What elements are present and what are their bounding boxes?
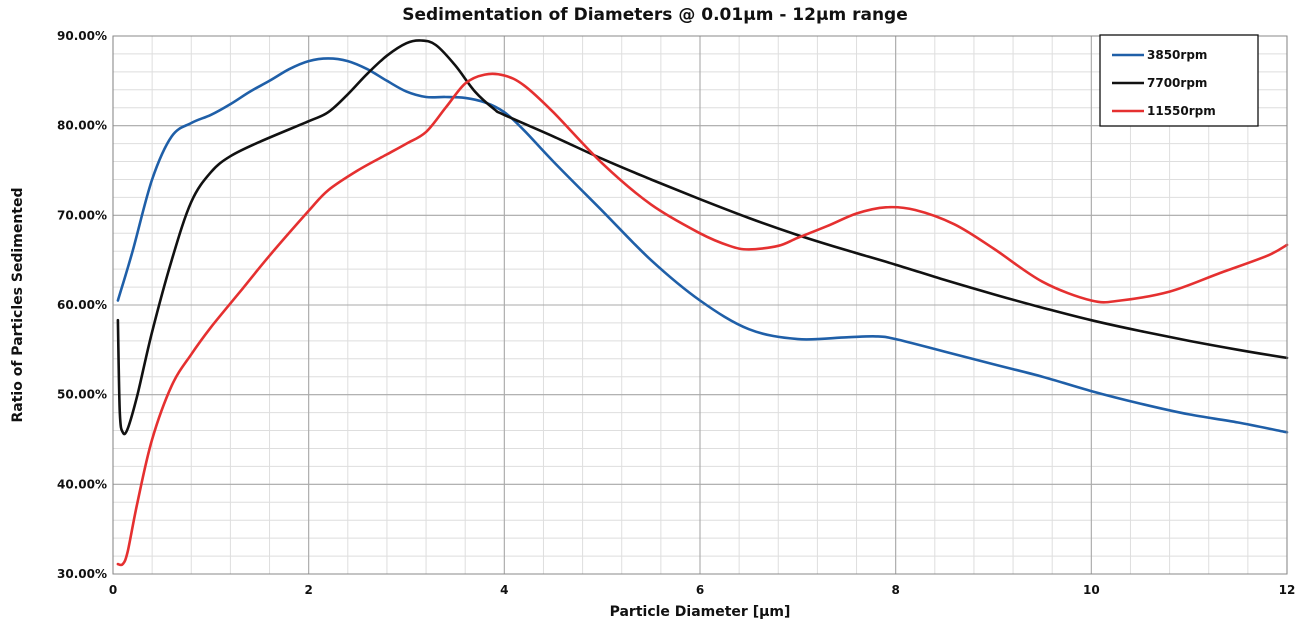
x-axis-ticks: 0 2 4 6 8 10 12 bbox=[109, 583, 1296, 597]
x-axis-label: Particle Diameter [µm] bbox=[610, 604, 791, 620]
series-line-11550rpm bbox=[116, 72, 1289, 567]
y-tick-label: 80.00% bbox=[57, 119, 107, 133]
legend-label-11550rpm: 11550rpm bbox=[1147, 104, 1216, 118]
y-tick-label: 70.00% bbox=[57, 208, 107, 222]
y-axis-label: Ratio of Particles Sedimented bbox=[10, 188, 26, 423]
x-tick-label: 10 bbox=[1083, 583, 1100, 597]
series-line-7700rpm bbox=[116, 39, 1289, 436]
plot-area-frame bbox=[112, 35, 1288, 575]
y-tick-label: 60.00% bbox=[57, 298, 107, 312]
x-tick-label: 6 bbox=[696, 583, 704, 597]
x-tick-label: 8 bbox=[891, 583, 899, 597]
y-tick-label: 40.00% bbox=[57, 477, 107, 491]
y-tick-label: 50.00% bbox=[57, 388, 107, 402]
legend: 3850rpm 7700rpm 11550rpm bbox=[1099, 34, 1259, 127]
y-tick-label: 90.00% bbox=[57, 29, 107, 43]
x-tick-label: 12 bbox=[1279, 583, 1296, 597]
legend-label-3850rpm: 3850rpm bbox=[1147, 48, 1207, 62]
series-lines bbox=[116, 39, 1289, 567]
legend-label-7700rpm: 7700rpm bbox=[1147, 76, 1207, 90]
x-tick-label: 4 bbox=[500, 583, 508, 597]
y-tick-label: 30.00% bbox=[57, 567, 107, 581]
chart-title: Sedimentation of Diameters @ 0.01µm - 12… bbox=[402, 5, 908, 25]
x-tick-label: 0 bbox=[109, 583, 117, 597]
y-axis-ticks: 30.00% 40.00% 50.00% 60.00% 70.00% 80.00% 90.0… bbox=[57, 29, 107, 581]
x-tick-label: 2 bbox=[304, 583, 312, 597]
